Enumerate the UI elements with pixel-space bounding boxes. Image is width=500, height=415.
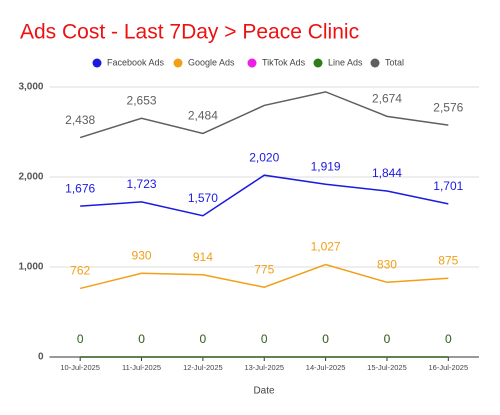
data-label: 0 <box>77 332 84 346</box>
data-label: 0 <box>322 332 329 346</box>
x-tick-label: 11-Jul-2025 <box>122 363 161 372</box>
legend-marker <box>313 58 323 68</box>
series-line <box>80 174 449 217</box>
data-label: 775 <box>254 262 274 276</box>
legend-label: Total <box>385 57 404 67</box>
data-label: 1,570 <box>188 191 218 205</box>
data-label: 0 <box>77 332 84 346</box>
data-label: 0 <box>138 332 145 346</box>
legend-marker <box>173 58 183 68</box>
y-tick-label: 0 <box>38 352 44 363</box>
series-line <box>79 91 449 139</box>
data-label: 0 <box>200 332 207 346</box>
data-label: 0 <box>261 332 268 346</box>
data-label: 0 <box>384 332 391 346</box>
x-tick-label: 14-Jul-2025 <box>306 363 346 372</box>
legend-marker <box>370 58 380 68</box>
data-label: 2,653 <box>127 93 157 107</box>
data-label: 1,701 <box>433 179 463 193</box>
legend-label: Line Ads <box>328 57 363 67</box>
data-label: 0 <box>384 332 391 346</box>
data-label: 930 <box>132 248 152 262</box>
data-label: 0 <box>261 332 268 346</box>
data-label: 2,484 <box>188 109 218 123</box>
data-label: 2,576 <box>433 100 463 114</box>
y-tick-label: 2,000 <box>18 172 43 183</box>
chart-title: Ads Cost - Last 7Day > Peace Clinic <box>20 21 359 44</box>
y-tick-label: 1,000 <box>18 262 43 273</box>
legend-label: TikTok Ads <box>262 57 306 67</box>
data-label: 875 <box>438 253 458 267</box>
x-tick-label: 13-Jul-2025 <box>244 363 284 372</box>
legend-label: Google Ads <box>188 57 235 67</box>
series-line <box>79 263 449 290</box>
data-label: 762 <box>70 264 90 278</box>
data-label: 830 <box>377 257 397 271</box>
data-label: 914 <box>193 250 213 264</box>
data-label: 0 <box>138 332 145 346</box>
data-label: 2,438 <box>65 113 95 127</box>
data-label: 1,027 <box>311 240 341 254</box>
data-label: 1,676 <box>65 181 95 195</box>
data-label: 0 <box>200 332 207 346</box>
data-label: 0 <box>322 332 329 346</box>
x-tick-label: 15-Jul-2025 <box>367 363 407 372</box>
data-label: 0 <box>445 332 452 346</box>
x-tick-label: 10-Jul-2025 <box>60 363 100 372</box>
data-label: 2,020 <box>249 150 279 164</box>
legend-marker <box>92 58 102 68</box>
data-label: 1,919 <box>311 159 341 173</box>
data-label: 0 <box>445 332 452 346</box>
x-tick-label: 16-Jul-2025 <box>429 363 469 372</box>
legend-label: Facebook Ads <box>107 57 165 67</box>
x-axis-title: Date <box>253 386 275 397</box>
data-label: 2,674 <box>372 92 402 106</box>
x-tick-label: 12-Jul-2025 <box>183 363 223 372</box>
data-label: 1,723 <box>127 177 157 191</box>
data-label: 1,844 <box>372 166 402 180</box>
y-tick-label: 3,000 <box>18 82 43 93</box>
legend-marker <box>247 58 257 68</box>
